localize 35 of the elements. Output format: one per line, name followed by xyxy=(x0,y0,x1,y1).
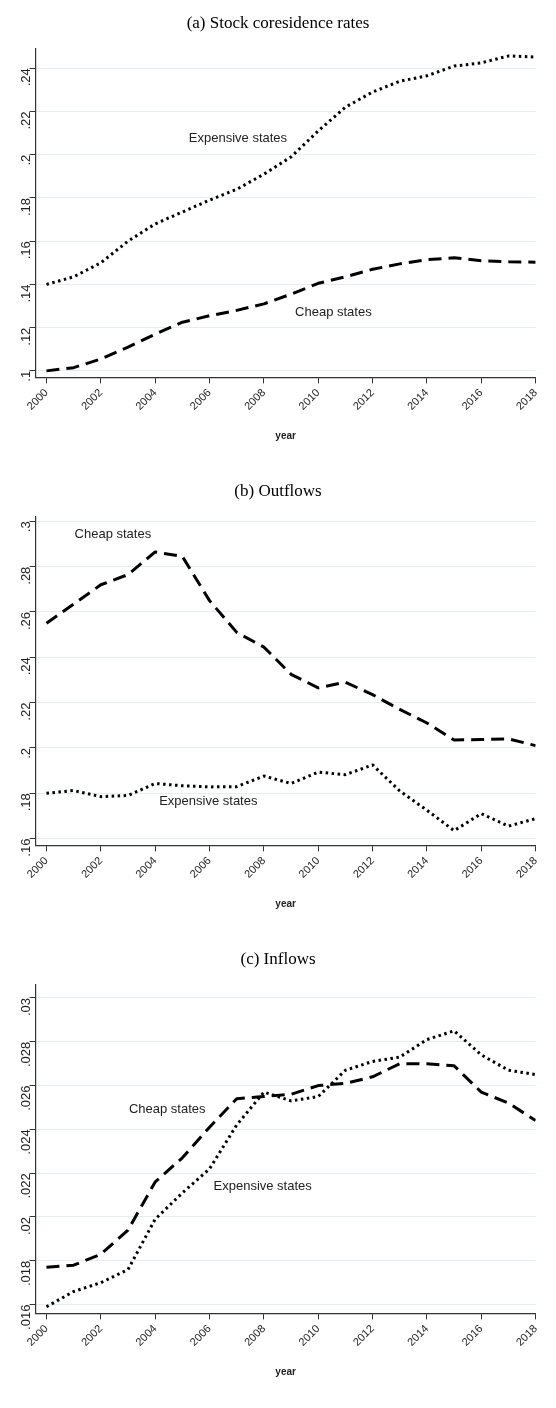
y-tick-label: .028 xyxy=(18,1041,34,1068)
series-label: Expensive states xyxy=(188,130,288,146)
y-tick-label: .1 xyxy=(18,370,34,382)
chart-title: (b) Outflows xyxy=(233,480,323,502)
y-tick-label: .24 xyxy=(18,657,34,676)
y-tick-label: .22 xyxy=(18,702,34,721)
series-label: Expensive states xyxy=(213,1178,313,1194)
x-axis-title: year xyxy=(275,1365,297,1377)
y-tick-label: .03 xyxy=(18,997,34,1017)
x-axis-title: year xyxy=(275,429,297,441)
series-label: Cheap states xyxy=(74,525,152,541)
y-tick-label: .024 xyxy=(18,1129,34,1155)
y-tick-label: .018 xyxy=(18,1260,34,1287)
y-tick-label: .2 xyxy=(18,747,34,759)
y-tick-label: .16 xyxy=(18,241,34,260)
series-label: Cheap states xyxy=(128,1100,207,1116)
chart-title: (c) Inflows xyxy=(239,948,317,970)
y-tick-label: .12 xyxy=(18,327,34,346)
y-tick-label: .02 xyxy=(18,1216,34,1236)
y-tick-label: .28 xyxy=(18,566,34,585)
y-tick-label: .22 xyxy=(18,111,34,130)
y-tick-label: .16 xyxy=(18,838,34,857)
chart-title: (a) Stock coresidence rates xyxy=(185,12,371,34)
x-axis-title: year xyxy=(275,897,297,909)
y-tick-label: .24 xyxy=(18,68,34,87)
series-label: Expensive states xyxy=(159,793,258,809)
y-tick-label: .14 xyxy=(18,284,34,303)
y-tick-label: .26 xyxy=(18,611,34,631)
y-tick-label: .2 xyxy=(18,154,34,166)
series-label: Cheap states xyxy=(295,303,373,319)
y-tick-label: .3 xyxy=(18,521,34,533)
y-tick-label: .022 xyxy=(18,1173,34,1199)
y-tick-label: .18 xyxy=(18,197,34,217)
y-tick-label: .18 xyxy=(18,793,34,812)
y-tick-label: .026 xyxy=(18,1085,34,1111)
